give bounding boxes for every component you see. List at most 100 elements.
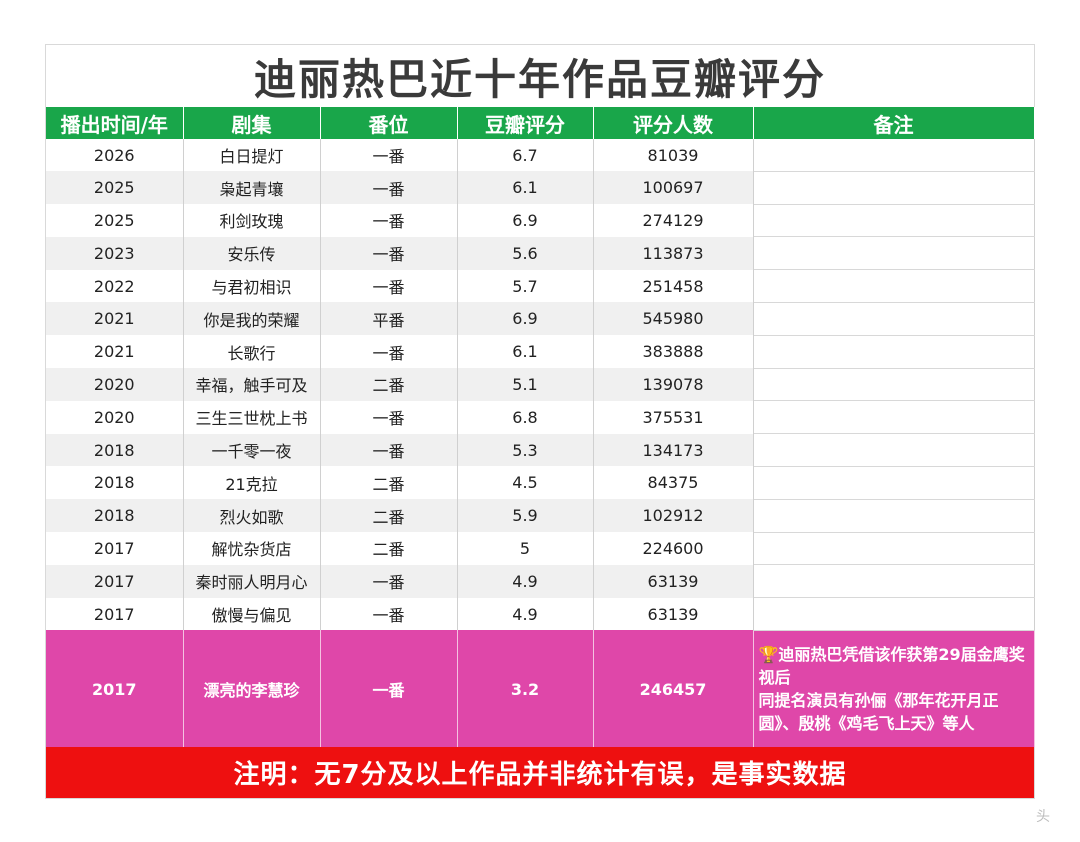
cell-votes: 375531	[593, 400, 754, 434]
cell-billing: 一番	[320, 400, 458, 434]
cell-votes: 134173	[593, 433, 754, 467]
trophy-icon: 🏆	[758, 645, 779, 665]
cell-note	[753, 139, 1035, 172]
table-row: 2026 白日提灯 一番 6.7 81039	[46, 139, 1035, 172]
footer-note: 注明：无7分及以上作品并非统计有误，是事实数据	[46, 747, 1034, 798]
table-row: 2018 一千零一夜 一番 5.3 134173	[46, 433, 1035, 467]
cell-score: 6.8	[457, 400, 594, 434]
watermark: 头	[1036, 809, 1050, 825]
cell-year: 2017	[46, 564, 184, 598]
table-row: 2018 21克拉 二番 4.5 84375	[46, 466, 1035, 500]
cell-note	[753, 236, 1035, 271]
cell-votes: 81039	[593, 139, 754, 172]
table-row: 2022 与君初相识 一番 5.7 251458	[46, 269, 1035, 303]
cell-score: 4.9	[457, 564, 594, 598]
cell-drama: 一千零一夜	[183, 433, 321, 467]
table-row: 2017 解忧杂货店 二番 5 224600	[46, 532, 1035, 566]
cell-votes: 102912	[593, 499, 754, 533]
table-row: 2020 幸福，触手可及 二番 5.1 139078	[46, 368, 1035, 402]
cell-year: 2022	[46, 269, 184, 303]
column-header-note: 备注	[753, 107, 1035, 139]
cell-score: 6.1	[457, 171, 594, 205]
cell-note	[753, 532, 1035, 566]
cell-year: 2020	[46, 368, 184, 401]
cell-score: 5.6	[457, 236, 594, 270]
cell-drama: 你是我的荣耀	[183, 302, 321, 336]
table-row: 2020 三生三世枕上书 一番 6.8 375531	[46, 400, 1035, 435]
cell-year: 2023	[46, 236, 184, 270]
cell-drama: 三生三世枕上书	[183, 400, 321, 434]
cell-votes: 63139	[593, 597, 754, 631]
cell-drama: 与君初相识	[183, 269, 321, 303]
cell-billing: 一番	[320, 597, 458, 631]
cell-billing: 二番	[320, 466, 458, 500]
cell-score: 6.9	[457, 302, 594, 336]
cell-note: 🏆迪丽热巴凭借该作获第29届金鹰奖视后 同提名演员有孙俪《那年花开月正圆》、殷桃《…	[753, 630, 1035, 748]
cell-billing: 一番	[320, 630, 458, 748]
table-row: 2025 枭起青壤 一番 6.1 100697	[46, 171, 1035, 205]
cell-votes: 246457	[593, 630, 754, 748]
cell-drama: 秦时丽人明月心	[183, 564, 321, 598]
cell-year: 2018	[46, 466, 184, 500]
cell-note	[753, 269, 1035, 303]
cell-votes: 545980	[593, 302, 754, 336]
cell-billing: 一番	[320, 433, 458, 467]
cell-drama: 烈火如歌	[183, 499, 321, 533]
table-row: 2021 你是我的荣耀 平番 6.9 545980	[46, 302, 1035, 336]
table-row: 2023 安乐传 一番 5.6 113873	[46, 236, 1035, 271]
cell-billing: 一番	[320, 204, 458, 237]
cell-score: 5.3	[457, 433, 594, 467]
table-body: 2026 白日提灯 一番 6.7 81039 2025 枭起青壤 一番 6.1 100697 202…	[46, 139, 1035, 748]
cell-year: 2025	[46, 171, 184, 205]
cell-votes: 84375	[593, 466, 754, 500]
cell-score: 3.2	[457, 630, 594, 748]
cell-note	[753, 171, 1035, 205]
cell-note	[753, 499, 1035, 533]
cell-score: 4.9	[457, 597, 594, 631]
cell-votes: 383888	[593, 335, 754, 369]
cell-note	[753, 433, 1035, 467]
cell-billing: 一番	[320, 171, 458, 205]
cell-year: 2018	[46, 433, 184, 467]
cell-billing: 一番	[320, 269, 458, 303]
cell-score: 5.7	[457, 269, 594, 303]
cell-billing: 二番	[320, 368, 458, 401]
cell-votes: 251458	[593, 269, 754, 303]
cell-score: 6.7	[457, 139, 594, 172]
cell-note	[753, 335, 1035, 369]
cell-score: 5.1	[457, 368, 594, 401]
table-row: 2025 利剑玫瑰 一番 6.9 274129	[46, 204, 1035, 238]
cell-billing: 一番	[320, 236, 458, 270]
ratings-table: 播出时间/年 剧集 番位 豆瓣评分 评分人数 备注 2026 白日提灯 一番 6.7 8…	[46, 107, 1035, 748]
cell-score: 6.1	[457, 335, 594, 369]
cell-note	[753, 564, 1035, 599]
cell-votes: 224600	[593, 532, 754, 565]
cell-note	[753, 302, 1035, 336]
cell-drama: 枭起青壤	[183, 171, 321, 205]
cell-drama: 21克拉	[183, 466, 321, 500]
cell-drama: 漂亮的李慧珍	[183, 630, 321, 748]
cell-drama: 长歌行	[183, 335, 321, 369]
table-row: 2021 长歌行 一番 6.1 383888	[46, 335, 1035, 369]
cell-score: 5	[457, 532, 594, 565]
cell-year: 2017	[46, 597, 184, 631]
cell-drama: 解忧杂货店	[183, 532, 321, 565]
column-header-year: 播出时间/年	[46, 107, 184, 139]
cell-votes: 100697	[593, 171, 754, 205]
table-row: 2017 傲慢与偏见 一番 4.9 63139	[46, 597, 1035, 631]
table-row: 2017 秦时丽人明月心 一番 4.9 63139	[46, 564, 1035, 599]
table-row: 2018 烈火如歌 二番 5.9 102912	[46, 499, 1035, 533]
cell-votes: 63139	[593, 564, 754, 598]
cell-note	[753, 368, 1035, 402]
cell-drama: 傲慢与偏见	[183, 597, 321, 631]
cell-year: 2021	[46, 335, 184, 369]
note-line-nominees: 同提名演员有孙俪《那年花开月正圆》、殷桃《鸡毛飞上天》等人	[758, 691, 999, 734]
cell-note	[753, 466, 1035, 500]
table-header-row: 播出时间/年 剧集 番位 豆瓣评分 评分人数 备注	[46, 107, 1035, 139]
cell-billing: 一番	[320, 139, 458, 172]
column-header-score: 豆瓣评分	[457, 107, 594, 139]
sheet-title: 迪丽热巴近十年作品豆瓣评分	[253, 54, 826, 104]
cell-drama: 幸福，触手可及	[183, 368, 321, 401]
column-header-drama: 剧集	[183, 107, 321, 139]
highlight-row: 2017 漂亮的李慧珍 一番 3.2 246457 🏆迪丽热巴凭借该作获第29届…	[46, 630, 1035, 748]
